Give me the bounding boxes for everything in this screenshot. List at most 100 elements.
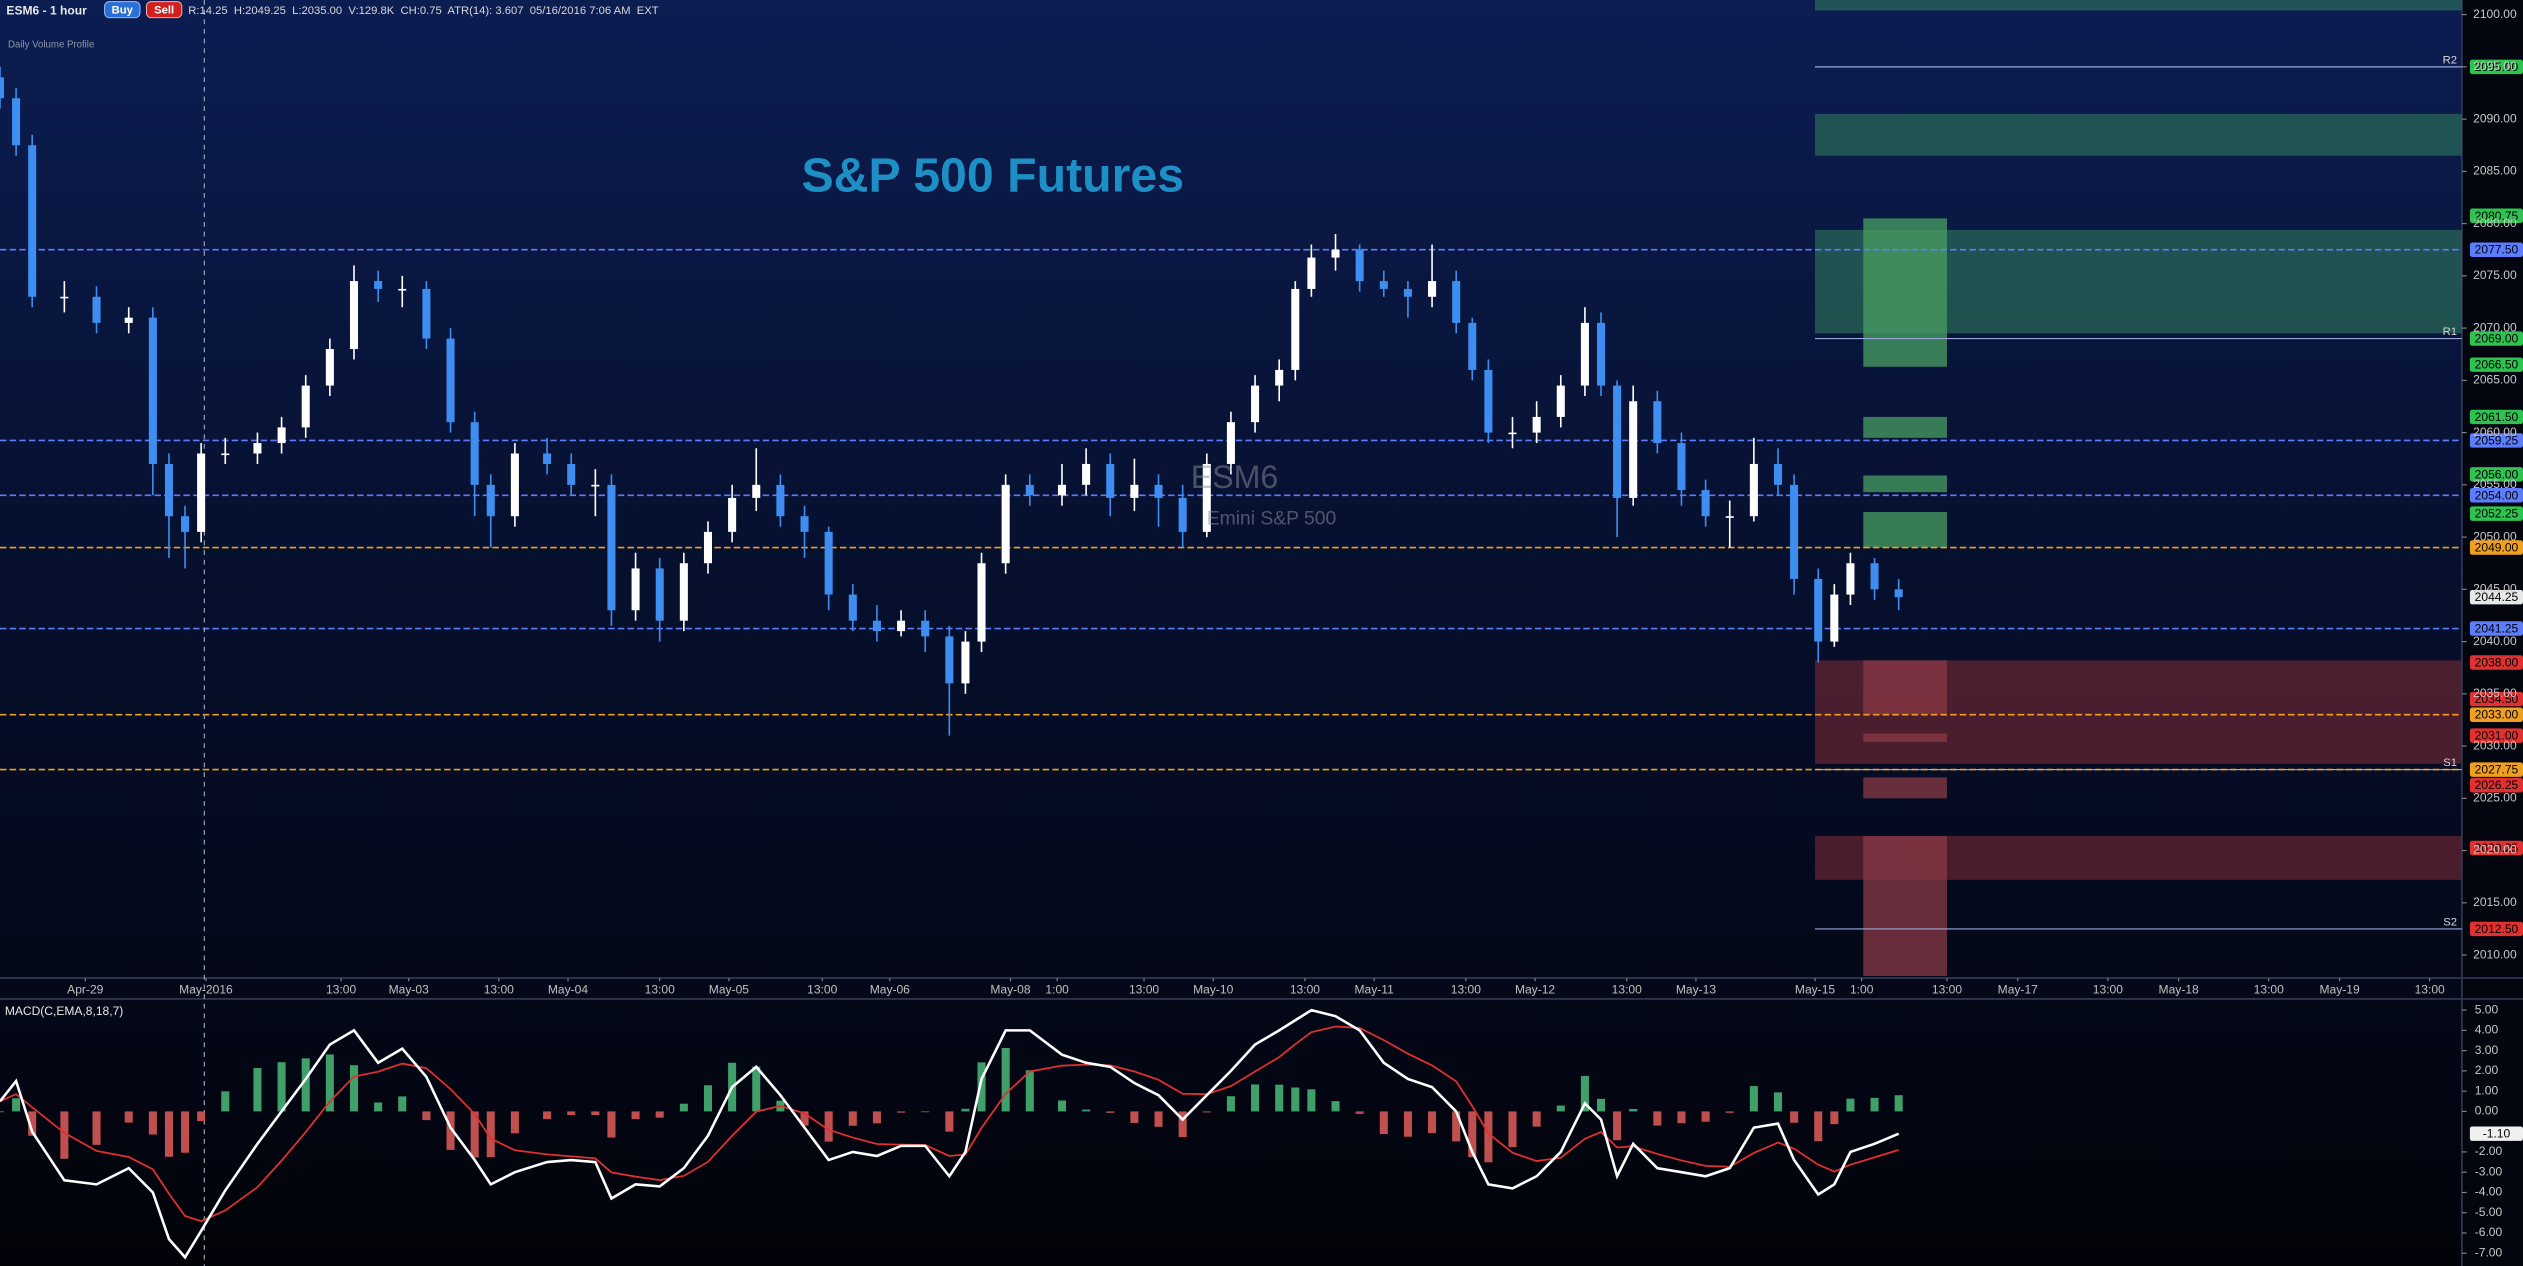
buy-button-bg[interactable] (104, 1, 141, 19)
candle-body (977, 563, 986, 642)
level-tag (2469, 488, 2523, 503)
histogram-bar (703, 1085, 713, 1112)
histogram-bar (28, 1111, 37, 1136)
y-tick-label: 2015.00 (2473, 895, 2517, 909)
y-tick-label: 2.00 (2475, 1063, 2499, 1077)
candle-body (1307, 257, 1316, 289)
zone (1863, 475, 1947, 493)
buy-button[interactable]: Buy (104, 1, 141, 19)
x-tick-label: May-03 (389, 982, 429, 996)
candle-body (1701, 490, 1710, 517)
histogram-bar (92, 1111, 101, 1145)
x-tick-label: 13:00 (326, 982, 356, 996)
histogram-bar (374, 1102, 383, 1112)
level-tag (2469, 409, 2523, 425)
zone (1863, 835, 1947, 976)
level-label: 2026.25 (2475, 778, 2519, 792)
y-tick-label: 2085.00 (2473, 164, 2517, 178)
histogram-bar (1275, 1084, 1284, 1112)
candle-body (543, 453, 552, 464)
histogram-bar (1355, 1111, 1364, 1114)
signal-line (0, 1025, 1899, 1223)
candle-body (1790, 484, 1799, 579)
zone (1863, 733, 1947, 742)
candle-body (1082, 463, 1091, 485)
buy-label[interactable]: Buy (112, 4, 134, 16)
candle-body (470, 422, 479, 485)
histogram-bar (253, 1068, 262, 1112)
candle-body (776, 484, 785, 517)
x-tick-label: Apr-29 (67, 982, 103, 996)
x-tick-label: May-18 (2159, 982, 2199, 996)
histogram-bar (591, 1111, 600, 1116)
candle-body (945, 636, 954, 684)
candle-body (679, 563, 688, 621)
candle-body (1846, 563, 1855, 595)
y-tick-label: 2020.00 (2473, 843, 2517, 857)
candle-body (1484, 369, 1493, 433)
candle-body (800, 516, 809, 532)
candle-body (1202, 463, 1211, 532)
level-tag (2469, 433, 2523, 448)
pivot-label: R2 (2443, 54, 2457, 66)
sell-label[interactable]: Sell (154, 4, 174, 16)
histogram-bar (1870, 1097, 1879, 1112)
level-label: 2044.25 (2475, 590, 2519, 604)
candle-body (1403, 288, 1412, 297)
histogram-bar (0, 1111, 5, 1113)
level-label: 2066.50 (2475, 358, 2519, 372)
y-tick-label: 2035.00 (2473, 686, 2517, 700)
y-tick-label: 2070.00 (2473, 320, 2517, 334)
histogram-bar (1251, 1084, 1260, 1112)
x-tick-label: 13:00 (1932, 982, 1962, 996)
x-tick-label: 13:00 (1612, 982, 1642, 996)
pivot-label: S2 (2443, 916, 2457, 928)
candle-body (60, 296, 69, 299)
level-tag (2469, 506, 2523, 521)
candle-body (567, 463, 576, 485)
level-tag (2469, 540, 2523, 555)
x-tick-label: May-05 (709, 982, 749, 996)
histogram-bar (543, 1111, 552, 1120)
sell-button[interactable]: Sell (145, 1, 183, 19)
sell-button-bg[interactable] (145, 1, 183, 19)
candle-body (1154, 484, 1163, 498)
histogram-bar (1379, 1111, 1388, 1135)
histogram-bar (1846, 1098, 1855, 1112)
candle-body (349, 281, 359, 350)
candle-body (253, 443, 262, 454)
histogram-bar (301, 1058, 310, 1112)
candle-body (1178, 497, 1187, 532)
candle-body (921, 620, 930, 637)
candle-body (1379, 281, 1388, 289)
candle-body (1452, 281, 1461, 323)
x-tick-label: 13:00 (2254, 982, 2284, 996)
levels: R2 R1 S1 S2 (0, 54, 2462, 930)
histogram-bar (1291, 1087, 1300, 1112)
y-tick-label: 2055.00 (2473, 477, 2517, 491)
candle-body (301, 385, 310, 428)
candle-body (0, 77, 5, 99)
level-tag (2469, 707, 2523, 722)
histogram-bar (1814, 1111, 1823, 1142)
candle-body (197, 453, 206, 532)
histogram-bar (221, 1091, 230, 1112)
candle-body (181, 516, 190, 532)
level-label: 2033.00 (2475, 708, 2519, 722)
x-tick-label: 1:00 (1045, 982, 1069, 996)
y-tick-label: 2075.00 (2473, 268, 2517, 282)
histogram-bar (446, 1111, 455, 1150)
macd-line (0, 1008, 1900, 1260)
candle-body (124, 317, 133, 323)
macd-panel (0, 1008, 1903, 1260)
candle-body (703, 531, 713, 564)
level-tag (2469, 621, 2523, 636)
x-tick-label: May-15 (1795, 982, 1835, 996)
candle-body (1025, 484, 1034, 496)
histogram-bar (1790, 1111, 1799, 1123)
histogram-bar (1749, 1086, 1758, 1112)
quote-info: R:14.25 H:2049.25 L:2035.00 V:129.8K CH:… (188, 5, 658, 17)
candle-body (1596, 322, 1606, 386)
level-label: 2069.00 (2475, 332, 2519, 346)
candle-body (398, 288, 407, 291)
